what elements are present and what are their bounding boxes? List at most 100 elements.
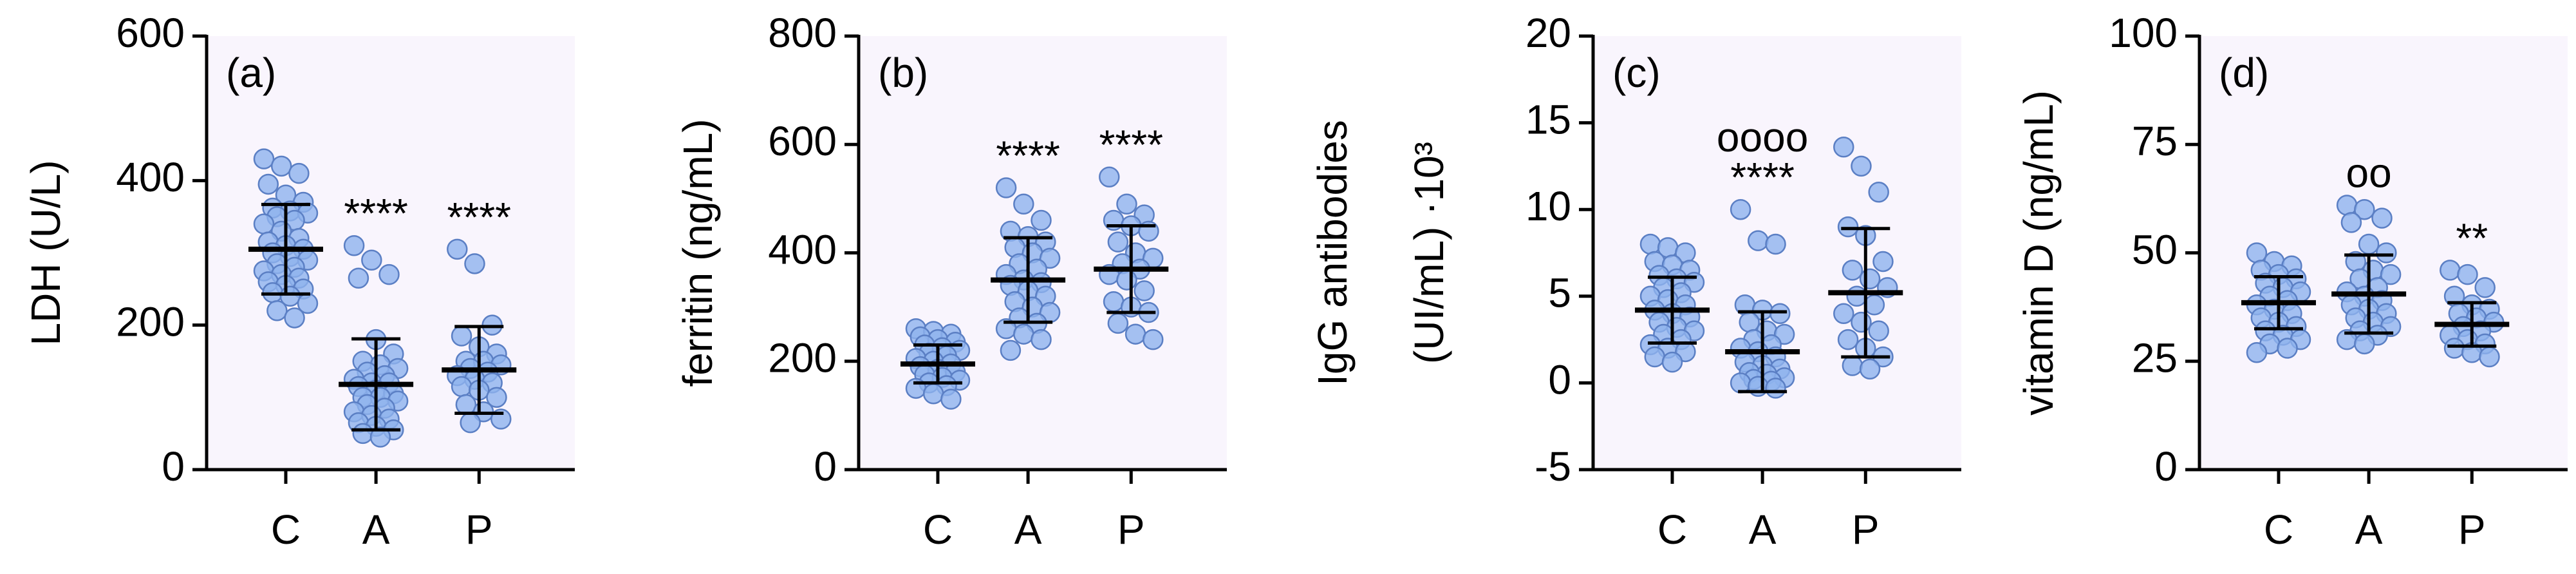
data-point	[1748, 230, 1769, 251]
data-point	[1765, 233, 1786, 255]
data-point	[995, 177, 1017, 198]
data-point	[2479, 346, 2500, 368]
x-tick-label: C	[2264, 506, 2293, 553]
y-tick-label: 75	[2132, 118, 2178, 164]
y-tick-label: 10	[1526, 183, 1571, 229]
significance-label: ****	[1730, 154, 1795, 200]
data-point	[1837, 329, 1859, 350]
y-tick-label: 50	[2132, 226, 2178, 273]
data-point	[1859, 358, 1881, 380]
y-tick-label: 400	[116, 154, 185, 200]
data-point	[1116, 193, 1137, 215]
data-point	[2246, 342, 2268, 363]
data-point	[447, 238, 468, 260]
x-tick-label: A	[362, 506, 390, 553]
data-point	[270, 155, 292, 177]
data-point	[1872, 251, 1894, 273]
data-point	[460, 412, 481, 434]
significance-label: oooo	[1717, 114, 1808, 160]
data-point	[1842, 355, 1863, 376]
data-point	[1107, 312, 1129, 334]
data-point	[464, 253, 485, 274]
data-point	[1868, 320, 1889, 341]
x-tick-label: A	[1749, 506, 1777, 553]
data-point	[1107, 231, 1129, 253]
data-point	[486, 387, 507, 408]
significance-label: ****	[344, 190, 408, 236]
data-point	[1125, 323, 1146, 345]
data-point	[369, 426, 391, 448]
data-point	[1013, 193, 1034, 215]
y-tick-label: -5	[1535, 443, 1571, 490]
data-point	[1730, 372, 1751, 394]
y-tick-label: 5	[1548, 270, 1571, 316]
x-tick-label: P	[2458, 506, 2486, 553]
data-point	[2277, 338, 2298, 359]
significance-label: ****	[996, 132, 1060, 178]
data-point	[253, 148, 275, 169]
data-point	[1134, 280, 1155, 301]
y-tick-label: 600	[768, 118, 837, 164]
data-point	[284, 307, 305, 329]
y-tick-label: 400	[768, 226, 837, 273]
data-point	[1868, 182, 1889, 203]
y-tick-label: 600	[116, 10, 185, 56]
data-point	[257, 173, 279, 195]
data-point	[1846, 285, 1867, 307]
data-point	[1739, 311, 1760, 333]
data-point	[1851, 155, 1872, 177]
significance-label: **	[2456, 215, 2488, 261]
data-point	[352, 423, 373, 445]
y-axis-label: (UI/mL) ·10³	[1406, 142, 1452, 364]
x-tick-label: P	[465, 506, 493, 553]
data-point	[2474, 277, 2496, 298]
y-tick-label: 800	[768, 10, 837, 56]
data-point	[451, 376, 472, 397]
data-point	[2443, 338, 2465, 359]
data-point	[2336, 195, 2358, 216]
x-tick-label: A	[1014, 506, 1042, 553]
data-point	[2440, 260, 2461, 281]
y-tick-label: 0	[1548, 356, 1571, 403]
data-point	[1833, 137, 1854, 158]
data-point	[378, 263, 400, 285]
y-axis-label: ferritin (ng/mL)	[675, 119, 721, 387]
data-point	[2376, 242, 2397, 263]
data-point	[2340, 212, 2362, 233]
data-point	[1013, 323, 1034, 345]
data-point	[1859, 268, 1881, 290]
x-tick-label: C	[271, 506, 301, 553]
data-point	[288, 162, 310, 184]
data-point	[1031, 209, 1052, 231]
y-tick-label: 15	[1526, 97, 1571, 143]
y-tick-label: 0	[162, 443, 185, 490]
data-point	[1116, 269, 1137, 291]
y-tick-label: 200	[116, 299, 185, 345]
panel-label: (c)	[1612, 50, 1661, 96]
data-point	[2246, 242, 2268, 263]
data-point	[451, 325, 472, 347]
y-tick-label: 0	[2154, 443, 2178, 490]
data-point	[1661, 351, 1683, 373]
x-tick-label: C	[1657, 506, 1687, 553]
data-point	[922, 383, 944, 405]
data-point	[1031, 329, 1052, 350]
y-tick-label: 20	[1526, 10, 1571, 56]
data-point	[253, 213, 275, 234]
x-tick-label: P	[1852, 506, 1880, 553]
data-point	[2380, 263, 2402, 285]
x-tick-label: C	[923, 506, 953, 553]
data-point	[1730, 198, 1751, 220]
data-point	[1639, 233, 1661, 255]
x-tick-label: A	[2355, 506, 2383, 553]
data-point	[1851, 311, 1872, 333]
significance-label: ****	[447, 194, 511, 240]
y-axis-label: LDH (U/L)	[23, 160, 69, 345]
y-tick-label: 100	[2109, 10, 2178, 56]
data-point	[455, 394, 477, 416]
significance-label: oo	[2346, 149, 2392, 196]
data-point	[343, 235, 365, 256]
data-point	[2371, 207, 2393, 229]
data-point	[1833, 303, 1854, 324]
